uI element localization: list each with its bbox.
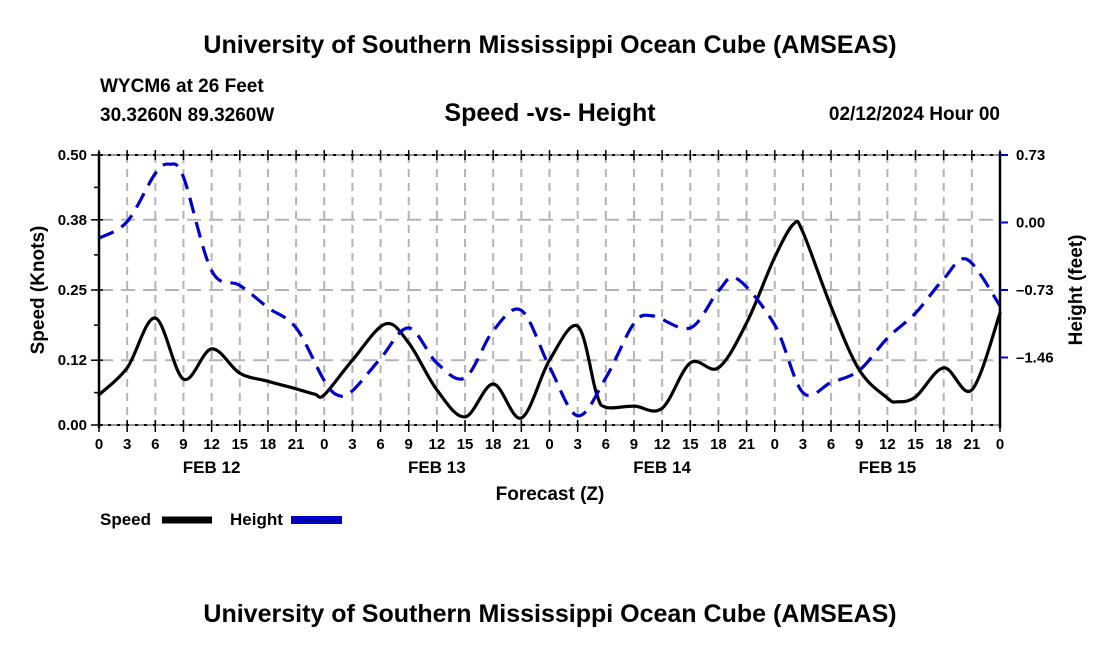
legend-height-label: Height [230,510,283,529]
chart-title: Speed -vs- Height [444,99,656,127]
x-tick-label: 12 [429,436,446,453]
x-axis-title: Forecast (Z) [496,484,605,505]
x-tick-label: 6 [151,436,159,453]
x-tick-label: 9 [179,436,187,453]
y-tick-label: 0.38 [58,212,87,229]
x-day-label: FEB 14 [633,458,691,477]
y2-axis-title: Height (feet) [1066,235,1087,346]
x-tick-label: 0 [771,436,779,453]
y2-tick-label: 0.73 [1016,147,1045,164]
coordinates-label: 30.3260N 89.3260W [100,105,275,126]
y-tick-label: 0.12 [58,352,87,369]
x-tick-label: 0 [996,436,1004,453]
x-tick-label: 21 [513,436,530,453]
y2-tick-label: 0.00 [1016,215,1045,232]
x-tick-label: 18 [935,436,952,453]
x-tick-label: 0 [320,436,328,453]
x-tick-label: 9 [630,436,638,453]
x-tick-label: 15 [907,436,924,453]
x-tick-label: 18 [710,436,727,453]
x-tick-label: 3 [799,436,807,453]
x-tick-label: 21 [288,436,305,453]
legend-speed-label: Speed [100,510,151,529]
series [97,162,1002,420]
x-tick-label: 12 [879,436,896,453]
y2-tick-label: –0.73 [1016,282,1054,299]
forecast-datetime: 02/12/2024 Hour 00 [828,104,1000,125]
x-tick-label: 0 [545,436,553,453]
legend: Speed Height [100,510,342,529]
bottom-title: University of Southern Mississippi Ocean… [203,600,897,628]
x-tick-label: 6 [376,436,384,453]
grid [99,155,1000,425]
x-tick-label: 18 [260,436,277,453]
x-tick-label: 9 [405,436,413,453]
speed-series-line [97,219,1002,420]
axes [91,150,1008,432]
x-tick-label: 0 [95,436,103,453]
x-tick-label: 6 [827,436,835,453]
height-series-line [98,162,1002,418]
x-day-label: FEB 15 [859,458,917,477]
y-tick-label: 0.50 [58,147,87,164]
x-tick-label: 3 [573,436,581,453]
x-tick-label: 15 [231,436,248,453]
y-tick-label: 0.25 [58,282,87,299]
x-tick-label: 15 [682,436,699,453]
x-tick-label: 3 [123,436,131,453]
station-label: WYCM6 at 26 Feet [100,76,264,97]
x-tick-label: 6 [602,436,610,453]
x-tick-label: 21 [964,436,981,453]
x-tick-label: 12 [654,436,671,453]
top-title: University of Southern Mississippi Ocean… [203,31,897,59]
x-day-label: FEB 13 [408,458,466,477]
y-axis-title: Speed (Knots) [28,226,49,355]
y2-tick-label: –1.46 [1016,350,1054,367]
x-tick-label: 21 [738,436,755,453]
y-tick-label: 0.00 [58,417,87,434]
x-tick-label: 15 [457,436,474,453]
x-tick-label: 18 [485,436,502,453]
x-tick-label: 3 [348,436,356,453]
x-tick-label: 9 [855,436,863,453]
axis-labels: Forecast (Z) Speed (Knots) Height (feet)… [28,147,1087,505]
x-tick-label: 12 [203,436,220,453]
x-day-label: FEB 12 [183,458,241,477]
